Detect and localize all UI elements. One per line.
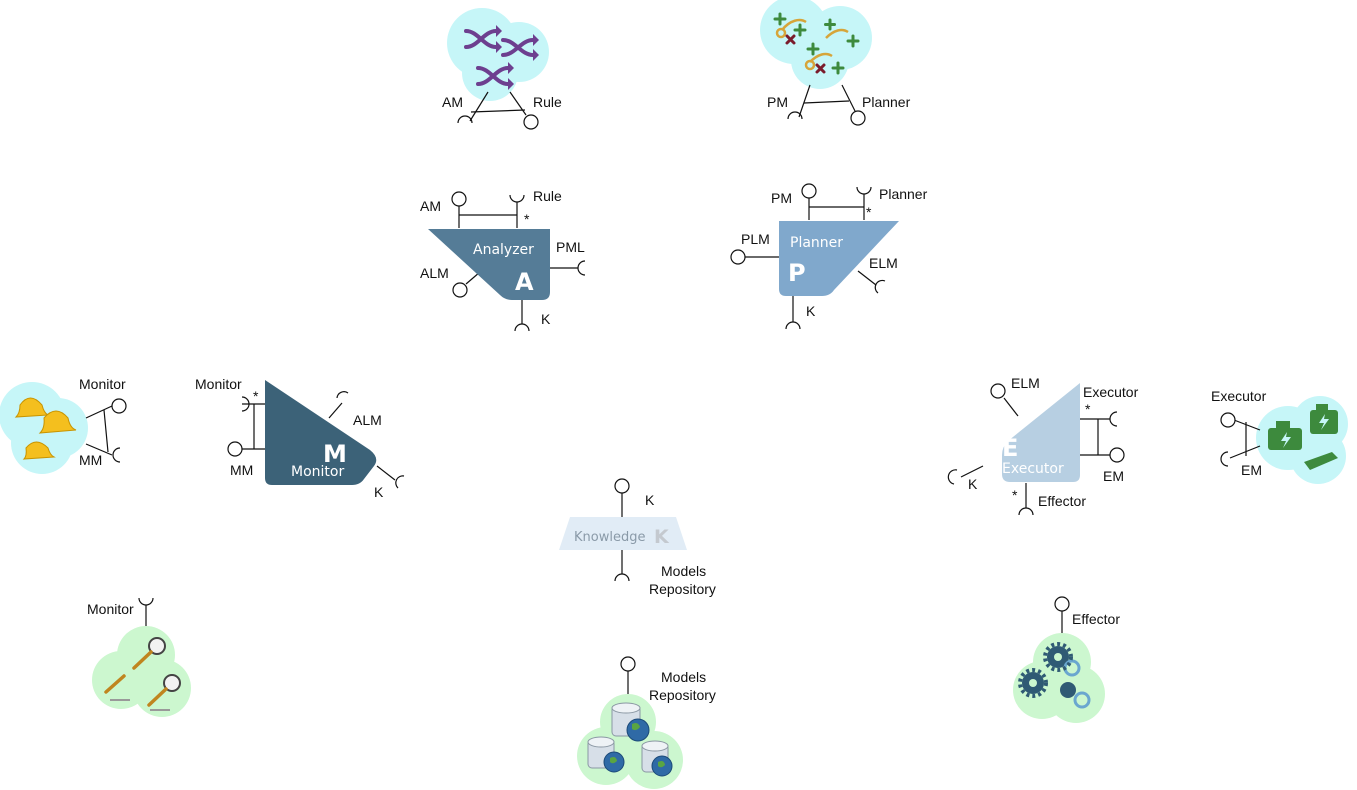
executor-executor-label: Executor xyxy=(1083,384,1139,400)
monitor-star: * xyxy=(253,388,259,404)
analyzer-component: Analyzer A AM Rule * PML ALM K xyxy=(420,188,586,332)
knowledge-models-label: Models xyxy=(661,563,706,579)
executor-star2: * xyxy=(1012,487,1018,503)
planner-k-label: K xyxy=(806,303,816,319)
executor-icon-group: Executor EM xyxy=(1211,388,1348,484)
monitor-component: M Monitor Monitor * MM ALM K xyxy=(195,376,405,500)
alarm-bell-icon xyxy=(0,382,88,474)
planner-title: Planner xyxy=(790,235,843,251)
planner-planner-label: Planner xyxy=(879,186,928,202)
repository-icon-repository-label: Repository xyxy=(649,687,716,703)
analyzer-title: Analyzer xyxy=(473,242,534,258)
monitor-mm-label: MM xyxy=(230,462,253,478)
route-plan-icon xyxy=(760,0,872,89)
executor-body[interactable] xyxy=(1002,383,1080,482)
knowledge-letter: K xyxy=(654,526,670,548)
planner-plm-label: PLM xyxy=(741,231,770,247)
monitor-icon-mm-label: MM xyxy=(79,452,102,468)
planner-icon-planner-label: Planner xyxy=(862,94,911,110)
rule-icon-am-label: AM xyxy=(442,94,463,110)
repository-icon-group: Models Repository xyxy=(577,656,716,789)
sensor-icon-group: Monitor xyxy=(87,597,191,717)
executor-icon-em-label: EM xyxy=(1241,462,1262,478)
shuffle-arrows-icon xyxy=(447,8,549,101)
analyzer-k-label: K xyxy=(541,311,551,327)
knowledge-repository-label: Repository xyxy=(649,581,716,597)
executor-em-label: EM xyxy=(1103,468,1124,484)
executor-star: * xyxy=(1085,401,1091,417)
analyzer-rule-label: Rule xyxy=(533,188,562,204)
analyzer-letter: A xyxy=(515,268,534,296)
analyzer-body[interactable] xyxy=(428,229,550,300)
monitor-title: Monitor xyxy=(291,464,344,480)
planner-body[interactable] xyxy=(779,221,899,296)
analyzer-pml-label: PML xyxy=(556,239,585,255)
knowledge-k-label: K xyxy=(645,492,655,508)
executor-component: E Executor ELM Executor * EM K * Effecto… xyxy=(947,375,1139,516)
analyzer-am-label: AM xyxy=(420,198,441,214)
monitor-k-label: K xyxy=(374,484,384,500)
magnifier-icon xyxy=(92,626,191,717)
planner-letter: P xyxy=(788,259,806,287)
planner-star: * xyxy=(866,204,872,220)
sensor-icon-monitor-label: Monitor xyxy=(87,601,134,617)
planner-icon-pm-label: PM xyxy=(767,94,788,110)
monitor-icon-monitor-label: Monitor xyxy=(79,376,126,392)
analyzer-star: * xyxy=(524,211,530,227)
monitor-monitor-label: Monitor xyxy=(195,376,242,392)
monitor-body[interactable] xyxy=(265,380,377,485)
knowledge-title: Knowledge xyxy=(574,530,645,545)
planner-icon-group: PM Planner xyxy=(760,0,911,126)
effector-icon-group: Effector xyxy=(1013,596,1120,723)
executor-letter: E xyxy=(1002,434,1018,462)
knowledge-body[interactable] xyxy=(559,517,687,550)
database-globe-icon xyxy=(577,694,683,789)
planner-pm-label: PM xyxy=(771,190,792,206)
planner-elm-label: ELM xyxy=(869,255,898,271)
repository-icon-models-label: Models xyxy=(661,669,706,685)
effector-icon-effector-label: Effector xyxy=(1072,611,1120,627)
analyzer-alm-label: ALM xyxy=(420,265,449,281)
rule-icon-group: AM Rule xyxy=(442,8,562,130)
executor-elm-label: ELM xyxy=(1011,375,1040,391)
executor-title: Executor xyxy=(1002,461,1064,477)
gears-icon xyxy=(1013,633,1105,723)
monitor-letter: M xyxy=(323,440,347,468)
monitor-icon-group: Monitor MM xyxy=(0,376,127,474)
executor-k-label: K xyxy=(968,476,978,492)
executor-effector-label: Effector xyxy=(1038,493,1086,509)
executor-icon-executor-label: Executor xyxy=(1211,388,1267,404)
monitor-alm-label: ALM xyxy=(353,412,382,428)
rule-icon-rule-label: Rule xyxy=(533,94,562,110)
knowledge-component: Knowledge K K Models Repository xyxy=(559,478,716,597)
engine-icon xyxy=(1256,396,1348,484)
planner-component: Planner P PM Planner * PLM ELM K xyxy=(730,183,928,330)
